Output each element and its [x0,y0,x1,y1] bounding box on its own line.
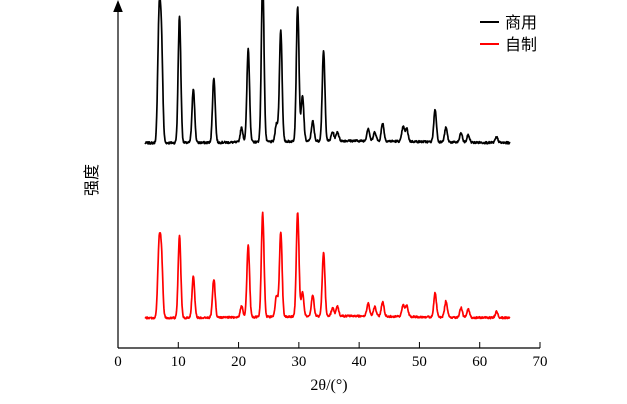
legend: 商用 自制 [480,13,537,54]
x-tick-label: 40 [352,354,367,370]
y-axis-label: 强度 [83,164,101,196]
series-lines [144,0,511,320]
series-line-commercial [144,0,511,145]
x-tick-label: 0 [114,354,122,370]
x-tick-label: 30 [291,354,306,370]
x-tick-label: 70 [533,354,548,370]
x-tick-label: 10 [171,354,186,370]
x-tick-label: 60 [472,354,487,370]
series-line-homemade [144,211,511,320]
legend-label-homemade: 自制 [505,35,537,54]
x-tick-label: 20 [231,354,246,370]
x-axis-ticks: 0 10 20 30 40 50 60 70 [114,342,548,370]
x-axis-label: 2θ/(°) [310,377,347,394]
x-tick-label: 50 [412,354,427,370]
legend-label-commercial: 商用 [505,13,537,32]
